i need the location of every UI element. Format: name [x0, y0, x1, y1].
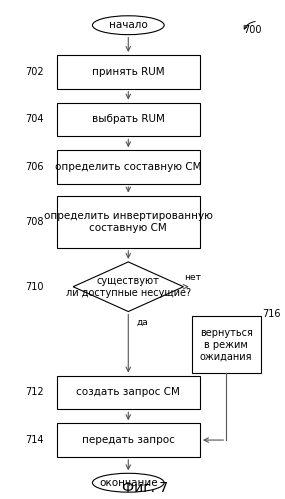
- FancyBboxPatch shape: [56, 376, 200, 409]
- Text: 702: 702: [26, 67, 44, 77]
- Text: нет: нет: [185, 273, 201, 282]
- Text: 710: 710: [26, 282, 44, 292]
- Ellipse shape: [92, 16, 164, 34]
- Text: 716: 716: [262, 308, 281, 319]
- Text: 706: 706: [26, 162, 44, 172]
- Ellipse shape: [92, 473, 164, 492]
- Text: 712: 712: [26, 387, 44, 397]
- FancyBboxPatch shape: [56, 103, 200, 136]
- Text: определить инвертированную
составную СМ: определить инвертированную составную СМ: [44, 211, 213, 233]
- Text: 714: 714: [26, 435, 44, 445]
- Text: да: да: [136, 318, 148, 327]
- Text: 704: 704: [26, 114, 44, 124]
- Text: 708: 708: [26, 217, 44, 227]
- Text: принять RUM: принять RUM: [92, 67, 165, 77]
- Text: передать запрос: передать запрос: [82, 435, 175, 445]
- Text: существуют
ли доступные несущие?: существуют ли доступные несущие?: [66, 276, 191, 297]
- Text: начало: начало: [109, 20, 148, 30]
- FancyBboxPatch shape: [56, 423, 200, 457]
- Polygon shape: [73, 262, 184, 311]
- FancyBboxPatch shape: [56, 196, 200, 248]
- Text: выбрать RUM: выбрать RUM: [92, 114, 165, 124]
- Text: вернуться
в режим
ожидания: вернуться в режим ожидания: [200, 328, 253, 361]
- Text: определить составную СМ: определить составную СМ: [55, 162, 201, 172]
- Text: создать запрос СМ: создать запрос СМ: [76, 387, 180, 397]
- FancyBboxPatch shape: [192, 316, 261, 373]
- Text: окончание: окончание: [99, 478, 158, 488]
- FancyBboxPatch shape: [56, 55, 200, 89]
- Text: Фиг. 7: Фиг. 7: [122, 481, 168, 495]
- FancyBboxPatch shape: [56, 150, 200, 184]
- Text: 700: 700: [244, 25, 262, 35]
